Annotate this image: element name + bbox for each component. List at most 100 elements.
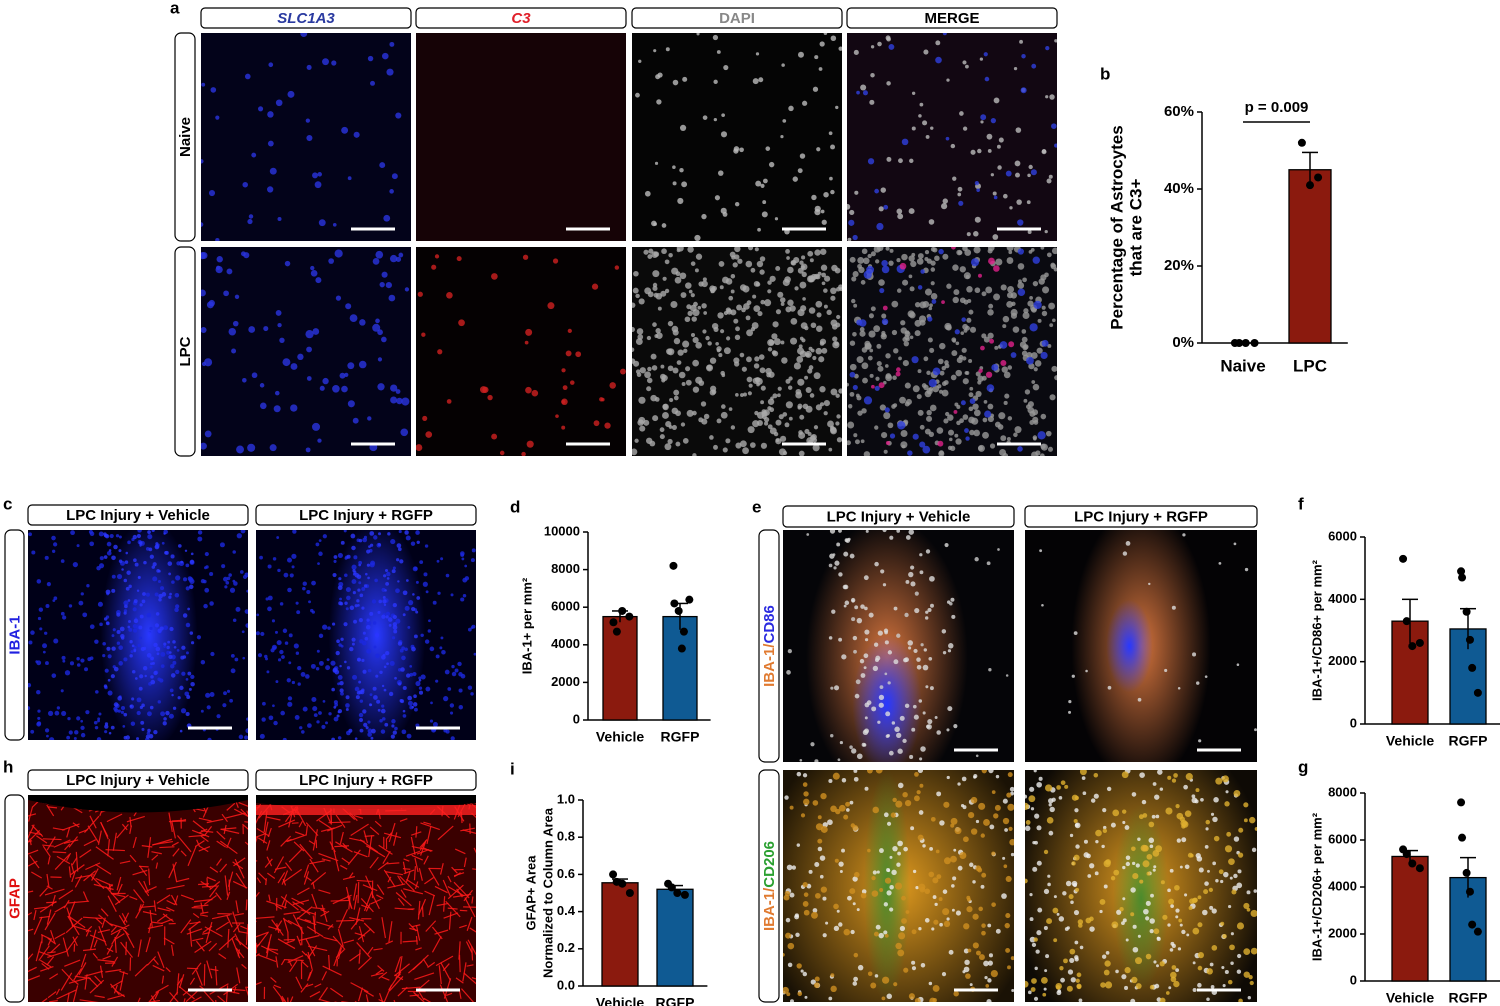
cell: [980, 833, 985, 838]
cell: [701, 280, 708, 288]
fiber: [337, 947, 343, 960]
cell: [1028, 164, 1033, 170]
cell: [126, 570, 131, 575]
cell: [336, 639, 340, 644]
cell: [289, 573, 294, 578]
cell: [305, 330, 314, 339]
cell: [150, 675, 154, 679]
fiber: [206, 818, 224, 824]
cell: [1029, 936, 1036, 943]
fiber: [219, 840, 238, 855]
cell: [871, 706, 877, 712]
cell: [812, 908, 818, 913]
cell: [232, 320, 239, 327]
cell: [338, 643, 342, 647]
cell: [898, 932, 906, 940]
cell: [666, 348, 673, 355]
cell: [951, 614, 956, 619]
cell: [972, 403, 979, 410]
cell: [269, 444, 277, 452]
cell: [914, 330, 921, 337]
cell: [889, 248, 894, 253]
fiber: [411, 924, 421, 928]
cell: [852, 384, 858, 391]
cell: [1130, 998, 1136, 1002]
cell: [936, 791, 942, 797]
cell: [1192, 988, 1197, 993]
fiber: [51, 894, 56, 907]
cell: [969, 386, 974, 391]
cell: [839, 870, 843, 874]
fiber: [218, 935, 236, 951]
cell: [107, 654, 112, 659]
cell: [795, 932, 800, 938]
cell: [891, 721, 896, 725]
row-label: IBA-1/CD206: [761, 841, 778, 931]
cell: [872, 870, 877, 875]
cell: [1153, 960, 1157, 964]
cell: [80, 732, 86, 738]
cell: [339, 664, 342, 668]
cell: [151, 530, 155, 532]
cell: [197, 536, 203, 542]
cell: [1033, 300, 1042, 310]
cell: [171, 693, 174, 697]
cell: [793, 257, 800, 264]
cell: [391, 636, 396, 640]
cell: [53, 542, 58, 547]
cell: [747, 391, 752, 396]
fiber: [399, 875, 415, 892]
cell: [879, 287, 885, 294]
cell: [1025, 802, 1029, 810]
cell: [926, 258, 932, 264]
cell: [325, 721, 328, 725]
cell: [655, 74, 661, 80]
cell: [888, 260, 894, 266]
cell: [406, 733, 412, 739]
fiber: [245, 986, 248, 997]
column-header-box: [1024, 505, 1258, 528]
data-point: [1306, 181, 1314, 190]
cell: [290, 404, 298, 412]
cell: [172, 706, 177, 710]
cell: [924, 249, 930, 255]
cell: [661, 374, 668, 382]
cell: [111, 588, 116, 593]
cell: [1008, 250, 1013, 255]
x-tick-label: Vehicle: [596, 995, 644, 1006]
cell: [89, 531, 95, 537]
cell: [667, 365, 674, 372]
fiber: [200, 902, 204, 914]
cell: [974, 287, 981, 294]
cell: [225, 580, 230, 585]
cell: [962, 126, 968, 131]
fiber: [139, 865, 148, 876]
fiber: [189, 977, 196, 985]
cell: [311, 696, 317, 703]
cell: [783, 952, 785, 957]
cell: [1191, 897, 1198, 904]
cell: [312, 422, 321, 431]
cell: [231, 348, 237, 354]
fiber: [28, 928, 34, 932]
fiber: [386, 862, 400, 865]
cell: [681, 382, 686, 386]
cell: [801, 271, 807, 278]
cell: [159, 626, 164, 631]
cell: [950, 823, 955, 828]
fiber: [378, 844, 393, 855]
fiber: [322, 965, 342, 976]
micrograph: [256, 795, 476, 1002]
fiber: [471, 896, 474, 904]
cell: [975, 390, 982, 398]
cell: [1005, 170, 1012, 177]
data-point: [1235, 339, 1244, 347]
cell: [306, 134, 313, 142]
column-header-box: [846, 7, 1058, 29]
fiber: [122, 912, 130, 924]
cell: [1009, 839, 1014, 846]
cell: [412, 671, 417, 677]
cell: [760, 385, 766, 391]
cell: [1107, 685, 1112, 690]
cell: [895, 800, 903, 808]
